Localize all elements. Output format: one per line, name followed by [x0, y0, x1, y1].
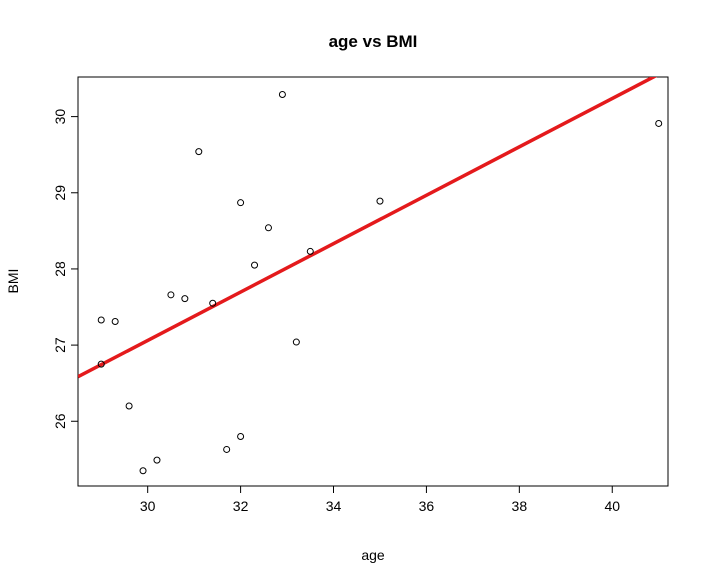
data-point: [97, 360, 105, 368]
regression-line: [78, 77, 658, 379]
x-tick-label: 34: [326, 498, 342, 514]
data-point: [139, 467, 147, 475]
y-tick-label: 30: [52, 109, 68, 125]
x-tick-label: 38: [512, 498, 528, 514]
data-point: [655, 119, 663, 127]
data-point: [292, 338, 300, 346]
x-tick-label: 32: [233, 498, 249, 514]
points-layer: [97, 91, 663, 475]
data-point: [306, 247, 314, 255]
data-point: [376, 197, 384, 205]
y-tick-label: 29: [52, 185, 68, 201]
data-point: [237, 432, 245, 440]
data-point: [278, 91, 286, 99]
x-axis-label: age: [361, 547, 385, 563]
data-point: [223, 445, 231, 453]
regression-layer: [78, 77, 658, 379]
data-point: [153, 456, 161, 464]
y-axis: 26 27 28 29 30: [52, 109, 79, 429]
data-point: [209, 299, 217, 307]
x-axis: 30 32 34 36 38 40: [140, 485, 620, 514]
data-point: [237, 199, 245, 207]
x-tick-label: 30: [140, 498, 156, 514]
x-tick-label: 40: [604, 498, 620, 514]
data-point: [125, 402, 133, 410]
chart-title: age vs BMI: [329, 32, 418, 51]
data-point: [181, 295, 189, 303]
y-tick-label: 26: [52, 413, 68, 429]
data-point: [195, 148, 203, 156]
data-point: [97, 316, 105, 324]
data-point: [167, 291, 175, 299]
data-point: [264, 224, 272, 232]
y-tick-label: 28: [52, 261, 68, 277]
plot-frame: [77, 76, 669, 487]
data-point: [111, 317, 119, 325]
y-axis-label: BMI: [5, 269, 21, 294]
y-tick-label: 27: [52, 337, 68, 353]
x-tick-label: 36: [419, 498, 435, 514]
data-point: [251, 261, 259, 269]
